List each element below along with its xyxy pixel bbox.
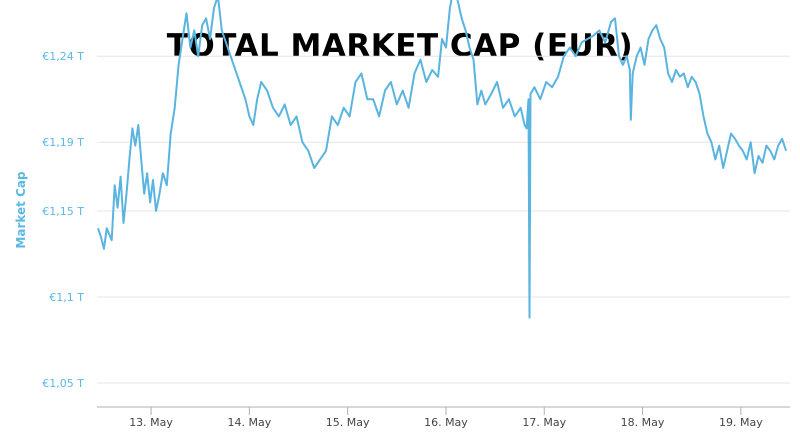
- y-tick-label: €1,05 T: [42, 377, 84, 390]
- x-tick-label: 18. May: [621, 416, 665, 429]
- y-tick-label: €1,24 T: [42, 50, 84, 63]
- x-tick-label: 19. May: [719, 416, 763, 429]
- y-tick-label: €1,15 T: [42, 205, 84, 218]
- series-line: [97, 0, 788, 319]
- x-tick-label: 15. May: [326, 416, 370, 429]
- chart-title: TOTAL MARKET CAP (EUR): [166, 28, 634, 64]
- y-tick-label: €1,1 T: [49, 291, 84, 304]
- x-tick-label: 13. May: [129, 416, 173, 429]
- x-tick-label: 17. May: [522, 416, 566, 429]
- y-axis-label: Market Cap: [14, 171, 28, 249]
- y-axis-ticks: €1,05 T€1,1 T€1,15 T€1,19 T€1,24 T€1,29 …: [42, 50, 84, 390]
- x-axis-ticks: 13. May 14. May 15. May 16. May 17. May 18. M…: [129, 407, 763, 429]
- x-tick-label: 16. May: [424, 416, 468, 429]
- grid-layer: [97, 55, 790, 384]
- y-tick-label: €1,19 T: [42, 136, 84, 149]
- x-tick-label: 14. May: [227, 416, 271, 429]
